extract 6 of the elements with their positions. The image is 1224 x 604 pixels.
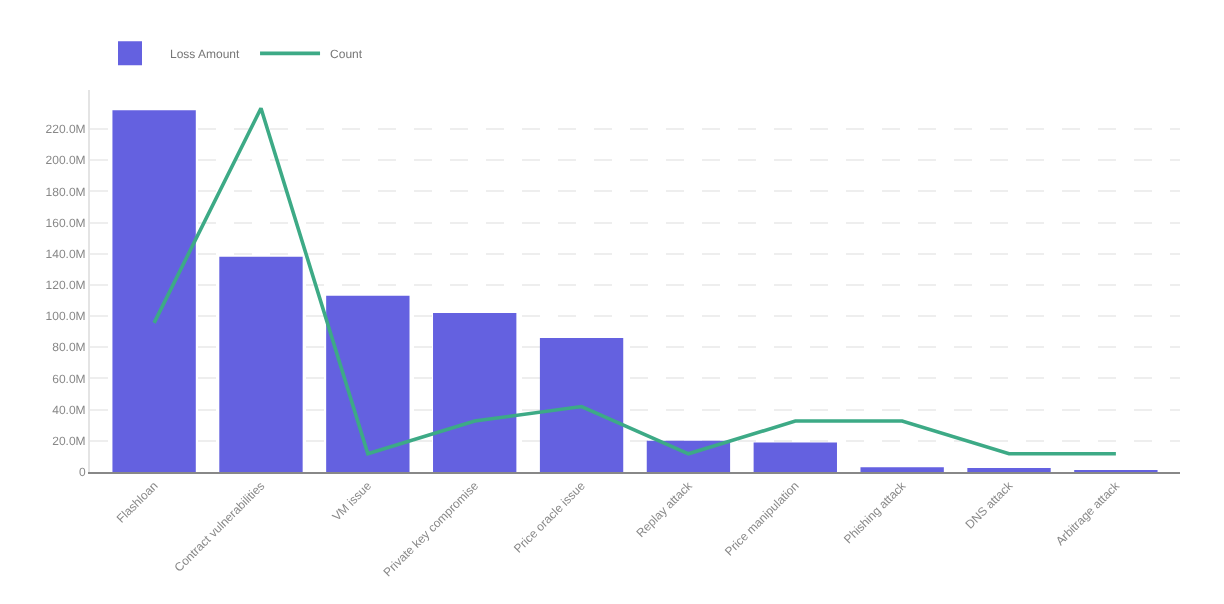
bar xyxy=(112,110,196,472)
bar xyxy=(753,442,837,472)
bar xyxy=(326,295,410,472)
bar xyxy=(433,312,517,472)
bar xyxy=(219,256,303,472)
bar xyxy=(539,337,624,472)
